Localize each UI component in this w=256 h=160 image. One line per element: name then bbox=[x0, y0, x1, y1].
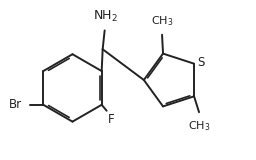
Text: Br: Br bbox=[9, 98, 23, 111]
Text: CH$_3$: CH$_3$ bbox=[188, 119, 210, 133]
Text: CH$_3$: CH$_3$ bbox=[151, 14, 173, 28]
Text: S: S bbox=[197, 56, 205, 69]
Text: F: F bbox=[108, 113, 115, 126]
Text: NH$_2$: NH$_2$ bbox=[93, 9, 118, 24]
